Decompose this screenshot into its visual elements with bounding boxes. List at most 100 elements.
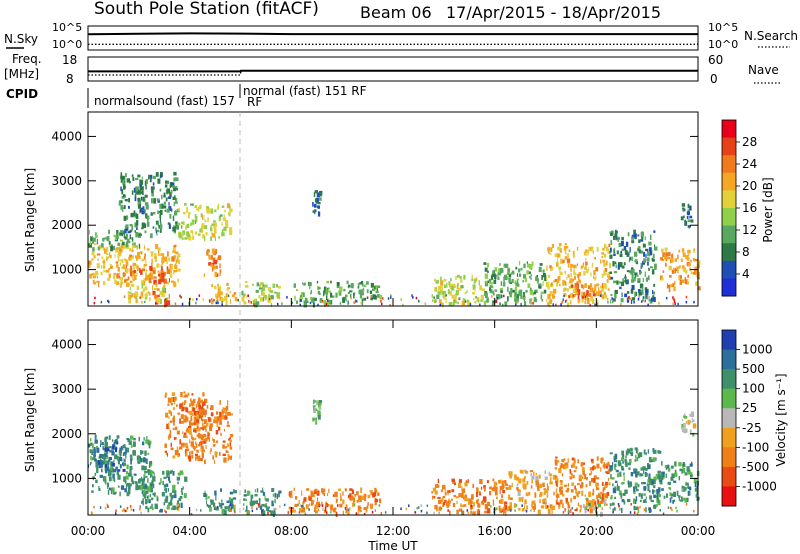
data-pixel bbox=[520, 302, 522, 307]
data-pixel bbox=[139, 296, 141, 299]
data-pixel bbox=[111, 487, 115, 492]
data-pixel bbox=[620, 281, 625, 287]
data-pixel bbox=[476, 509, 480, 515]
data-pixel bbox=[602, 487, 605, 492]
data-pixel bbox=[600, 294, 602, 297]
data-pixel bbox=[672, 296, 674, 299]
data-pixel bbox=[262, 487, 264, 493]
data-pixel bbox=[555, 253, 559, 257]
data-pixel bbox=[141, 489, 145, 494]
data-pixel bbox=[547, 303, 550, 306]
data-pixel bbox=[631, 256, 633, 261]
data-pixel bbox=[477, 502, 480, 508]
data-pixel bbox=[474, 287, 476, 292]
data-pixel bbox=[559, 489, 563, 495]
data-pixel bbox=[374, 501, 377, 506]
data-pixel bbox=[202, 401, 206, 406]
data-pixel bbox=[552, 303, 554, 306]
data-pixel bbox=[98, 460, 101, 465]
data-pixel bbox=[592, 466, 594, 471]
data-pixel bbox=[183, 434, 187, 438]
data-pixel bbox=[119, 272, 121, 278]
data-pixel bbox=[214, 272, 218, 276]
data-pixel bbox=[131, 271, 135, 276]
data-pixel bbox=[640, 231, 644, 237]
data-pixel bbox=[629, 297, 631, 301]
data-pixel bbox=[122, 468, 126, 472]
data-pixel bbox=[553, 288, 557, 294]
data-pixel bbox=[298, 511, 301, 514]
data-pixel bbox=[546, 505, 549, 508]
data-pixel bbox=[310, 289, 312, 294]
noise-right-label: N.Search bbox=[744, 29, 798, 43]
data-pixel bbox=[177, 207, 180, 211]
data-pixel bbox=[595, 477, 600, 480]
data-pixel bbox=[146, 215, 150, 220]
data-pixel bbox=[139, 183, 143, 188]
data-pixel bbox=[112, 462, 115, 467]
data-pixel bbox=[119, 464, 122, 469]
data-pixel bbox=[471, 274, 473, 279]
data-pixel bbox=[135, 264, 138, 269]
data-pixel bbox=[143, 474, 146, 480]
data-pixel bbox=[245, 509, 247, 512]
data-pixel bbox=[171, 208, 173, 212]
data-pixel bbox=[129, 457, 133, 461]
data-pixel bbox=[363, 493, 367, 497]
data-pixel bbox=[112, 491, 116, 495]
data-pixel bbox=[476, 491, 478, 497]
data-pixel bbox=[516, 487, 519, 491]
data-pixel bbox=[107, 299, 109, 303]
data-pixel bbox=[570, 272, 572, 278]
data-pixel bbox=[340, 493, 342, 499]
data-pixel bbox=[159, 214, 162, 218]
data-pixel bbox=[355, 512, 358, 515]
data-pixel bbox=[633, 505, 636, 511]
data-pixel bbox=[259, 287, 263, 290]
data-pixel bbox=[149, 177, 152, 183]
data-pixel bbox=[220, 432, 222, 436]
data-pixel bbox=[125, 471, 129, 475]
data-pixel bbox=[120, 459, 123, 462]
data-pixel bbox=[142, 500, 144, 506]
data-pixel bbox=[98, 282, 100, 288]
data-pixel bbox=[379, 498, 382, 504]
data-pixel bbox=[335, 498, 338, 504]
data-pixel bbox=[113, 469, 116, 473]
data-pixel bbox=[152, 481, 154, 485]
data-pixel bbox=[542, 269, 545, 273]
data-pixel bbox=[630, 503, 632, 506]
data-pixel bbox=[157, 178, 161, 184]
x-tick-label: 00:00 bbox=[71, 524, 106, 538]
data-pixel bbox=[120, 204, 123, 210]
power-ylabel: Slant Range [km] bbox=[23, 168, 37, 272]
data-pixel bbox=[549, 481, 553, 485]
data-pixel bbox=[201, 416, 203, 421]
data-pixel bbox=[93, 281, 96, 285]
data-pixel bbox=[644, 473, 647, 477]
data-pixel bbox=[484, 510, 488, 514]
data-pixel bbox=[211, 284, 213, 287]
data-pixel bbox=[227, 294, 230, 297]
data-pixel bbox=[630, 299, 633, 304]
data-pixel bbox=[159, 188, 162, 192]
data-pixel bbox=[129, 254, 132, 258]
data-pixel bbox=[301, 490, 303, 496]
data-pixel bbox=[344, 488, 347, 492]
data-pixel bbox=[458, 493, 461, 498]
data-pixel bbox=[477, 298, 479, 301]
data-pixel bbox=[312, 400, 317, 403]
data-pixel bbox=[687, 486, 691, 490]
data-pixel bbox=[189, 410, 193, 416]
data-pixel bbox=[380, 512, 383, 515]
data-pixel bbox=[366, 505, 369, 509]
data-pixel bbox=[157, 247, 161, 251]
data-pixel bbox=[591, 263, 593, 269]
data-pixel bbox=[525, 492, 529, 497]
data-pixel bbox=[147, 218, 149, 222]
data-pixel bbox=[118, 276, 120, 279]
data-pixel bbox=[162, 286, 164, 290]
data-pixel bbox=[570, 489, 574, 493]
data-pixel bbox=[689, 413, 692, 417]
data-pixel bbox=[93, 454, 96, 458]
